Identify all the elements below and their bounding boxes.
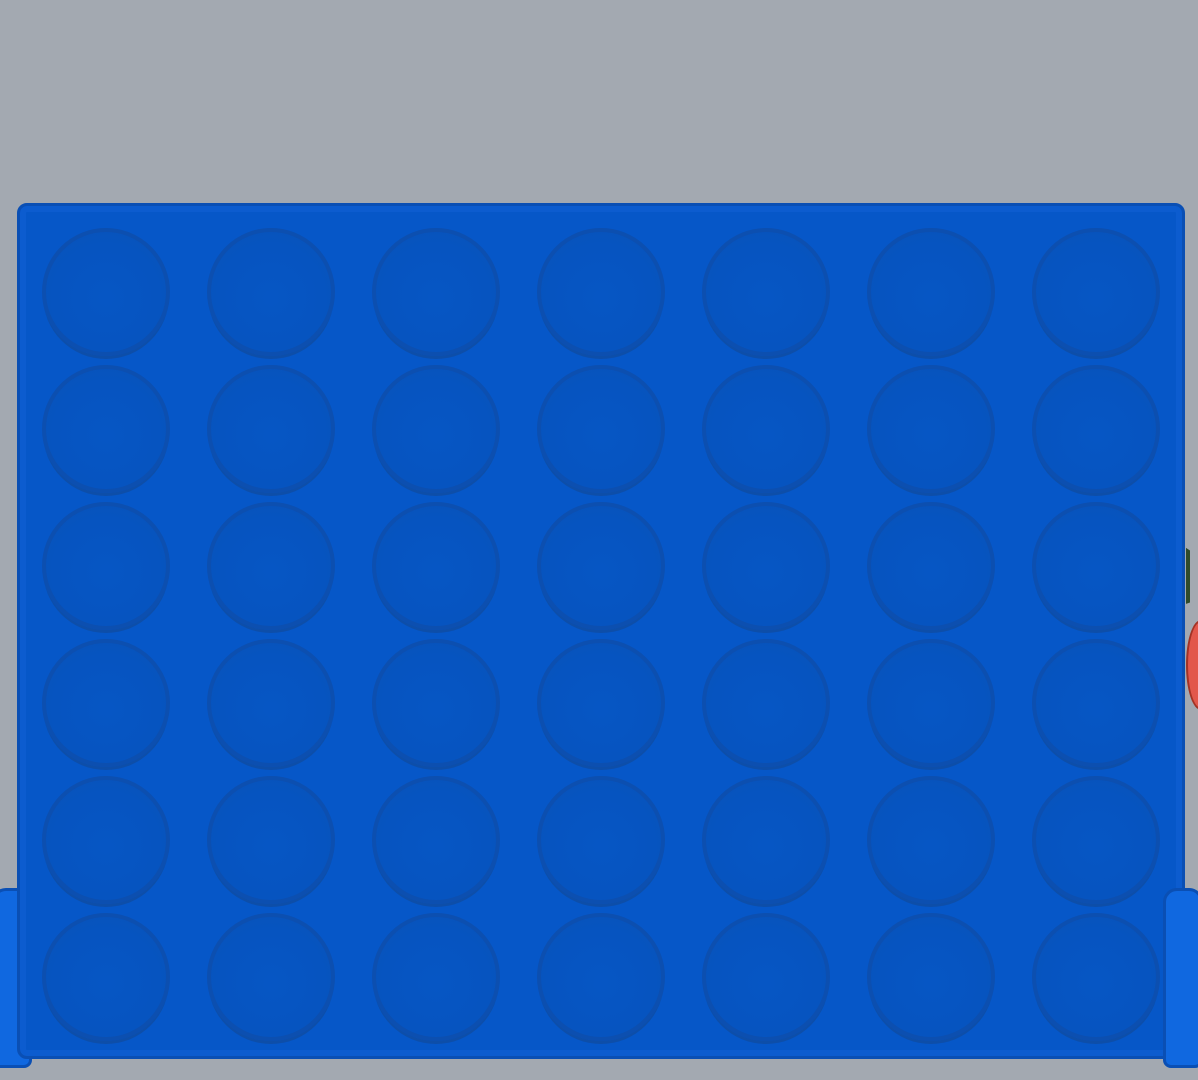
- board-slot-r1-c2[interactable]: [207, 228, 335, 356]
- board-slot-r4-c7[interactable]: [1032, 639, 1160, 767]
- board-slot-r5-c5[interactable]: [702, 776, 830, 904]
- board-slot-r5-c7[interactable]: [1032, 776, 1160, 904]
- board-slot-r6-c7[interactable]: [1032, 913, 1160, 1041]
- board-slot-r4-c3[interactable]: [372, 639, 500, 767]
- board-slot-r5-c3[interactable]: [372, 776, 500, 904]
- board-slot-r6-c6[interactable]: [867, 913, 995, 1041]
- board-slot-r5-c4[interactable]: [537, 776, 665, 904]
- board-slot-r2-c6[interactable]: [867, 365, 995, 493]
- connect-four-board: [17, 203, 1185, 1059]
- board-slot-r5-c1[interactable]: [42, 776, 170, 904]
- board-slot-r3-c1[interactable]: [42, 502, 170, 630]
- board-slot-r2-c5[interactable]: [702, 365, 830, 493]
- board-slot-r3-c2[interactable]: [207, 502, 335, 630]
- board-right-foot: [1163, 888, 1198, 1068]
- board-slot-r6-c3[interactable]: [372, 913, 500, 1041]
- strawberry-icon: [1186, 620, 1198, 710]
- board-slot-r4-c6[interactable]: [867, 639, 995, 767]
- board-slot-r2-c7[interactable]: [1032, 365, 1160, 493]
- board-slot-r1-c5[interactable]: [702, 228, 830, 356]
- board-slot-r2-c3[interactable]: [372, 365, 500, 493]
- board-slot-r2-c2[interactable]: [207, 365, 335, 493]
- strawberry-leaf-icon: [1186, 542, 1198, 604]
- board-slot-r1-c7[interactable]: [1032, 228, 1160, 356]
- board-slot-r4-c2[interactable]: [207, 639, 335, 767]
- board-slot-r4-c4[interactable]: [537, 639, 665, 767]
- board-slot-r4-c1[interactable]: [42, 639, 170, 767]
- board-slot-r3-c4[interactable]: [537, 502, 665, 630]
- board-slot-r1-c6[interactable]: [867, 228, 995, 356]
- board-slot-r2-c4[interactable]: [537, 365, 665, 493]
- board-slot-r6-c4[interactable]: [537, 913, 665, 1041]
- board-slot-r3-c6[interactable]: [867, 502, 995, 630]
- board-slot-r6-c1[interactable]: [42, 913, 170, 1041]
- board-slot-r5-c6[interactable]: [867, 776, 995, 904]
- board-slot-r6-c5[interactable]: [702, 913, 830, 1041]
- board-slot-r1-c1[interactable]: [42, 228, 170, 356]
- board-slot-r4-c5[interactable]: [702, 639, 830, 767]
- board-slot-r1-c4[interactable]: [537, 228, 665, 356]
- board-slot-r2-c1[interactable]: [42, 365, 170, 493]
- board-slot-r3-c7[interactable]: [1032, 502, 1160, 630]
- board-slot-r3-c5[interactable]: [702, 502, 830, 630]
- board-slot-r6-c2[interactable]: [207, 913, 335, 1041]
- board-slot-r3-c3[interactable]: [372, 502, 500, 630]
- board-slot-r5-c2[interactable]: [207, 776, 335, 904]
- board-slot-r1-c3[interactable]: [372, 228, 500, 356]
